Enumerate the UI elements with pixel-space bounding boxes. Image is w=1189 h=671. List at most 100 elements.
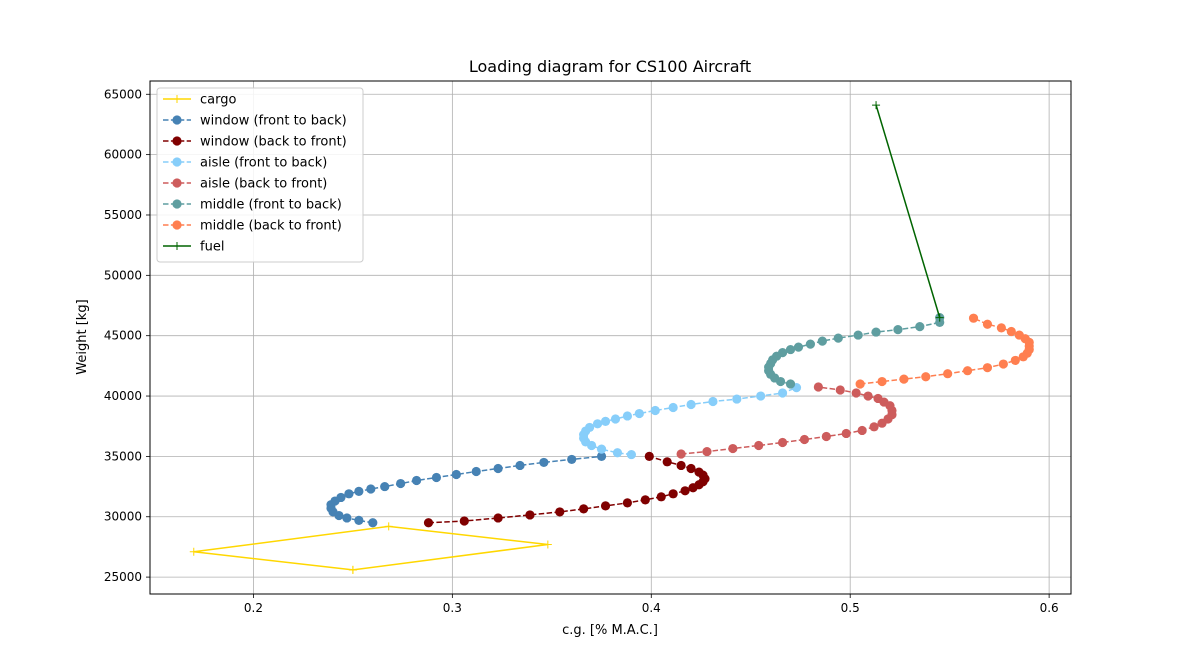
legend-label: cargo — [200, 93, 236, 108]
data-point — [1006, 326, 1016, 337]
data-point — [543, 540, 552, 549]
legend-marker — [172, 199, 182, 209]
data-point — [622, 498, 633, 508]
data-point — [835, 385, 845, 395]
data-point — [539, 457, 549, 468]
data-point — [423, 518, 434, 528]
series-7 — [872, 101, 944, 322]
data-point — [662, 457, 672, 467]
x-tick-label: 0.2 — [244, 601, 263, 615]
data-point — [686, 463, 696, 474]
legend-marker — [172, 220, 182, 230]
y-tick-label: 50000 — [104, 268, 142, 282]
data-point — [863, 391, 873, 401]
series-line — [330, 455, 602, 524]
data-point — [756, 391, 766, 401]
series-5 — [764, 312, 945, 389]
data-point — [668, 489, 678, 499]
data-point — [348, 565, 357, 574]
y-tick-label: 60000 — [104, 148, 142, 162]
data-point — [366, 484, 376, 494]
grid — [150, 81, 1071, 594]
data-point — [650, 405, 660, 416]
data-point — [515, 460, 525, 471]
data-point — [851, 388, 861, 398]
data-point — [680, 486, 690, 496]
series-2 — [423, 451, 710, 528]
data-point — [686, 399, 696, 410]
data-point — [396, 478, 406, 489]
series-0 — [189, 522, 552, 574]
legend-label: aisle (back to front) — [200, 177, 327, 192]
legend-label: middle (back to front) — [200, 219, 342, 234]
data-point — [585, 422, 595, 433]
series-4 — [676, 382, 897, 459]
legend-marker — [172, 115, 182, 125]
legend-label: window (front to back) — [200, 114, 347, 129]
x-axis-label: c.g. [% M.A.C.] — [562, 623, 658, 638]
data-point — [893, 325, 903, 335]
data-point — [336, 492, 346, 503]
data-point — [869, 422, 879, 432]
y-tick-label: 30000 — [104, 510, 142, 524]
data-point — [821, 431, 831, 442]
data-point — [451, 469, 461, 480]
y-tick-label: 35000 — [104, 449, 142, 463]
data-point — [915, 322, 925, 332]
series-line — [875, 104, 941, 318]
data-point — [471, 466, 481, 477]
data-point — [668, 402, 678, 413]
data-point — [644, 451, 654, 461]
data-point — [899, 374, 909, 384]
plot-frame — [149, 80, 1072, 595]
legend-label: aisle (front to back) — [200, 156, 327, 171]
legend-item: cargo — [163, 93, 236, 108]
data-point — [708, 396, 718, 407]
data-point — [777, 388, 788, 398]
data-point — [411, 475, 422, 486]
legend-item: fuel — [163, 240, 224, 255]
legend: cargo window (front to back) window (back … — [156, 87, 364, 263]
data-point — [459, 516, 469, 526]
series-3 — [579, 382, 802, 460]
data-point — [626, 449, 636, 460]
data-point — [431, 472, 442, 483]
data-point — [943, 369, 953, 379]
data-point — [189, 547, 198, 556]
data-point — [998, 359, 1008, 369]
data-point — [525, 510, 535, 520]
data-point — [777, 347, 788, 358]
data-point — [857, 425, 867, 436]
data-point — [817, 336, 827, 346]
data-point — [982, 319, 993, 329]
data-point — [640, 495, 650, 505]
data-point — [805, 339, 816, 349]
data-point — [799, 434, 810, 445]
data-point — [785, 379, 796, 389]
data-point — [354, 515, 364, 525]
data-point — [656, 492, 666, 502]
data-point — [592, 419, 603, 429]
data-point — [368, 518, 378, 528]
x-tick-label: 0.5 — [841, 601, 860, 615]
y-axis-label: Weight [kg] — [75, 299, 90, 374]
data-point — [855, 379, 865, 389]
ticks: 0.2 0.3 0.4 0.5 0.6 25000 30000 35000 40000 45000… — [104, 87, 1059, 615]
data-point — [813, 382, 823, 392]
legend-marker — [172, 157, 182, 167]
data-point — [982, 363, 993, 373]
data-point — [962, 366, 973, 376]
data-point — [873, 393, 883, 404]
legend-marker — [173, 95, 181, 103]
legend-label: window (back to front) — [200, 135, 347, 150]
data-point — [634, 408, 644, 419]
y-tick-label: 45000 — [104, 329, 142, 343]
x-tick-label: 0.3 — [443, 601, 462, 615]
series-1 — [326, 451, 607, 528]
data-point — [676, 449, 686, 459]
data-point — [1014, 330, 1024, 340]
data-point — [702, 446, 712, 457]
legend-item: aisle (front to back) — [163, 156, 327, 171]
data-point — [921, 372, 931, 382]
